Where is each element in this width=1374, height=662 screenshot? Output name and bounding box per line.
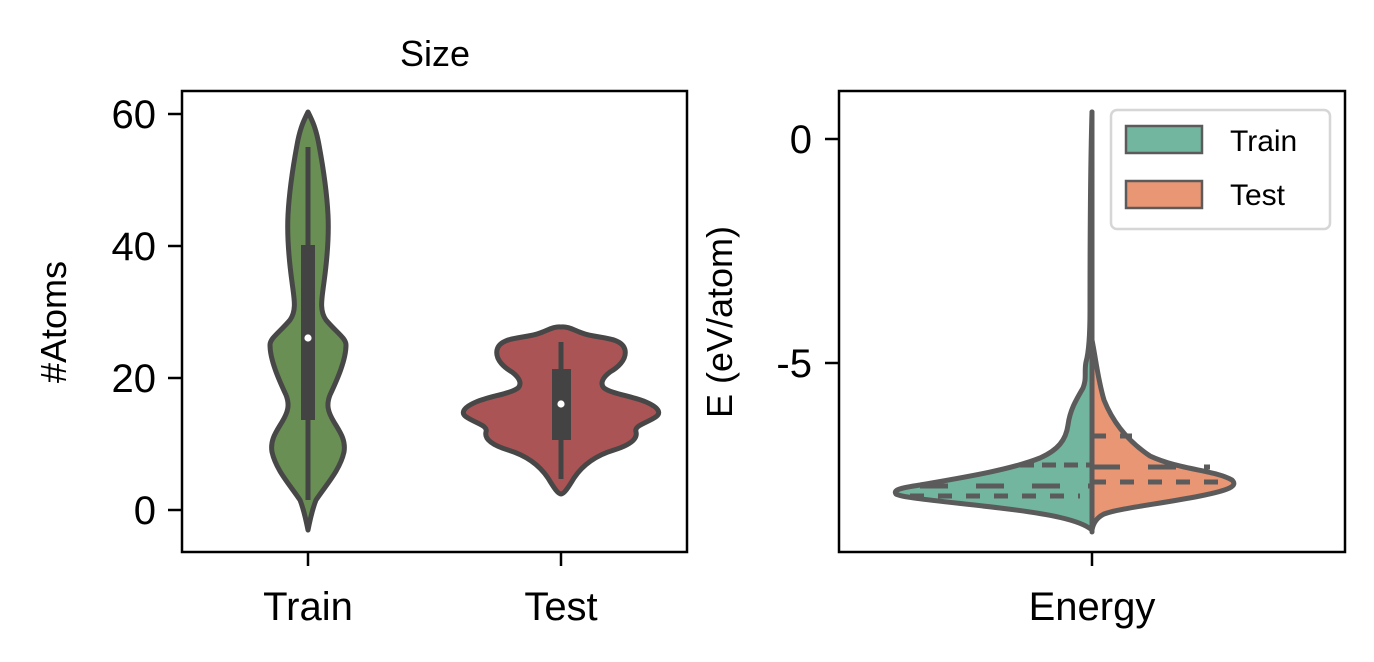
right-plot: E (eV/atom) 0 -5 Energy (699, 89, 1347, 629)
violin-energy-test (1089, 337, 1237, 533)
quartile-lines-train (910, 462, 1092, 499)
violin-train (267, 109, 349, 533)
violin-energy-train (892, 109, 1095, 533)
x-tick-label-test: Test (524, 585, 597, 629)
legend-item-train: Train (1124, 124, 1297, 158)
y-tick-label: 0 (790, 118, 812, 162)
left-x-ticks: Train Test (263, 552, 598, 629)
quartile-lines-test (1092, 433, 1222, 485)
legend-swatch-test (1124, 179, 1204, 210)
right-y-axis-label: E (eV/atom) (699, 226, 740, 418)
legend-label-test: Test (1230, 179, 1286, 212)
x-tick-label-energy: Energy (1029, 585, 1156, 629)
y-tick-label: 40 (112, 225, 157, 269)
legend: Train Test (1109, 108, 1332, 231)
left-y-axis-label: #Atoms (33, 261, 74, 383)
left-y-ticks: 60 40 20 0 (112, 93, 182, 533)
left-plot: Size #Atoms 60 40 20 0 Train Test (33, 33, 689, 629)
y-tick-label: 0 (134, 489, 156, 533)
right-axes-frame (837, 89, 1347, 554)
left-axes-frame (180, 89, 689, 554)
x-tick-label-train: Train (263, 585, 353, 629)
legend-item-test: Test (1124, 179, 1286, 212)
left-plot-title: Size (400, 33, 470, 74)
violin-test (460, 324, 662, 497)
y-tick-label: -5 (776, 342, 812, 386)
legend-label-train: Train (1230, 125, 1297, 158)
legend-swatch-train (1124, 124, 1204, 155)
y-tick-label: 60 (112, 93, 157, 137)
y-tick-label: 20 (112, 357, 157, 401)
right-x-ticks: Energy (1029, 552, 1156, 629)
right-y-ticks: 0 -5 (776, 118, 839, 386)
